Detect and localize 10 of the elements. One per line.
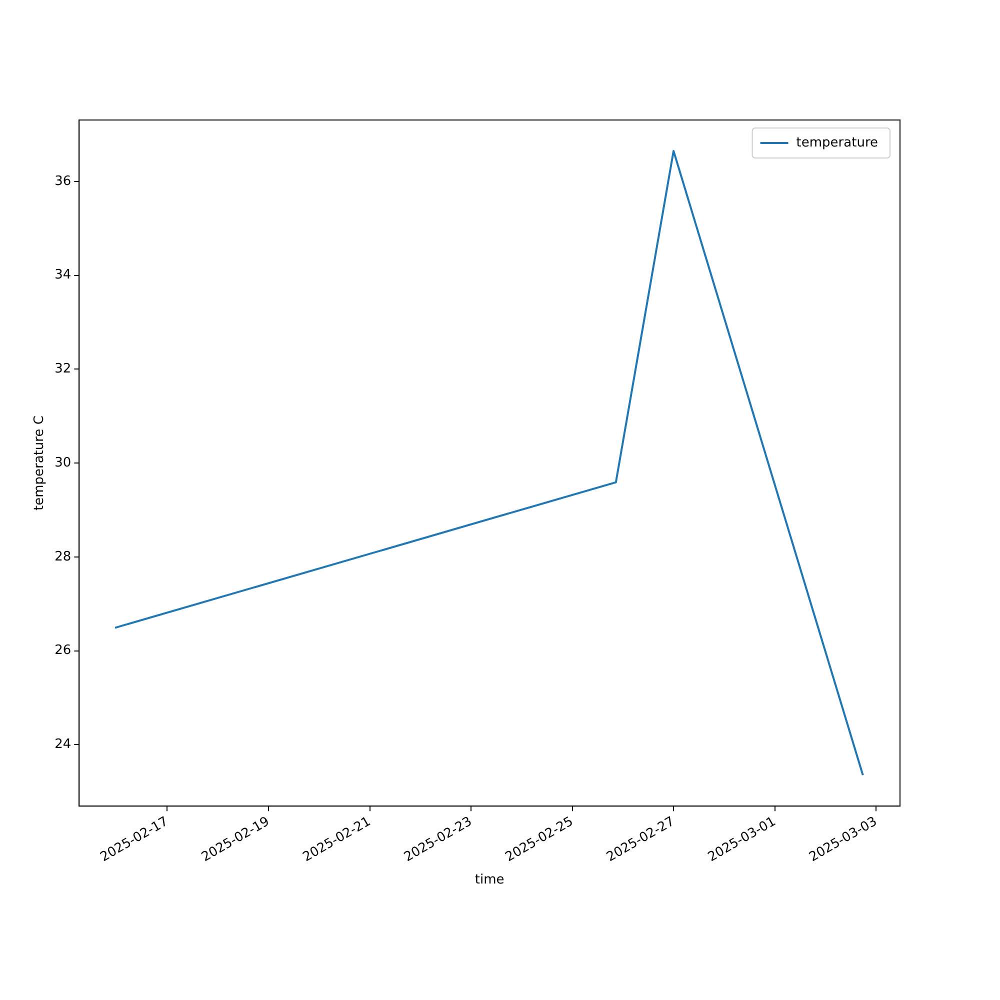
legend-label: temperature (796, 135, 878, 150)
y-tick-label: 30 (54, 455, 72, 470)
y-tick-label: 34 (54, 268, 72, 283)
y-tick-label: 36 (54, 174, 72, 189)
x-axis-title: time (474, 872, 504, 888)
y-tick-label: 26 (54, 643, 72, 658)
y-tick-label: 28 (54, 549, 72, 564)
y-tick-label: 32 (54, 362, 72, 377)
y-axis-title: temperature C (32, 416, 48, 511)
y-tick-label: 24 (54, 737, 72, 752)
